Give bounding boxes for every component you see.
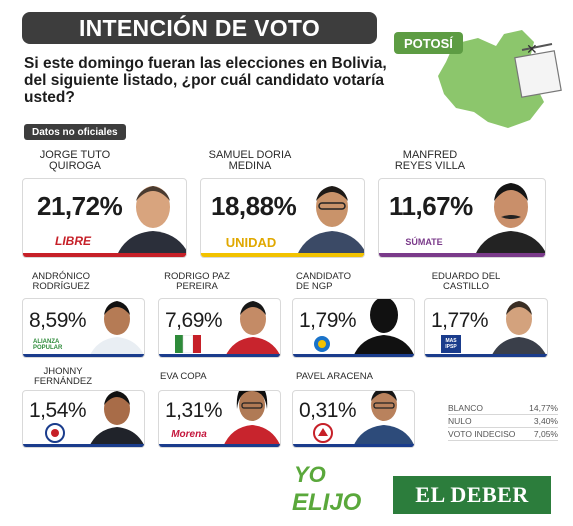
candidate-name: RODRIGO PAZ PEREIRA — [164, 271, 230, 292]
others-table: BLANCO 14,77% NULO 3,40% VOTO INDECISO 7,05… — [448, 402, 558, 441]
candidate-name: EDUARDO DEL CASTILLO — [431, 271, 501, 292]
candidate-card: 18,88% UNIDAD — [200, 178, 365, 258]
others-row-null: NULO 3,40% — [448, 416, 558, 428]
vote-percentage: 21,72% — [37, 191, 123, 221]
candidate-card: 1,77% MAS IPSP — [424, 298, 548, 358]
candidate-card: 1,54% — [22, 390, 145, 448]
candidate-card: 11,67% SÚMATE — [378, 178, 546, 258]
el-deber-logo: EL DEBER — [393, 476, 551, 514]
alianza-popular-logo: ALIANZA POPULAR — [33, 339, 63, 351]
party-stripe — [23, 444, 144, 447]
vote-percentage: 0,31% — [299, 399, 357, 422]
candidate-photo — [225, 301, 280, 357]
party-stripe — [379, 253, 545, 257]
party-stripe — [159, 444, 280, 447]
candidate-name: ANDRÓNICO RODRÍGUEZ — [31, 271, 91, 292]
party-stripe — [201, 253, 364, 257]
candidate-photo — [117, 186, 186, 255]
ucs-logo-icon — [45, 423, 65, 443]
unidad-logo: UNIDAD — [225, 234, 277, 250]
candidate-name: CANDIDATO DE NGP — [296, 271, 352, 292]
party-stripe — [293, 444, 414, 447]
candidate-name: MANFRED REYES VILLA — [394, 149, 466, 172]
vote-percentage: 18,88% — [211, 191, 297, 221]
ngp-logo-icon — [314, 336, 330, 352]
candidate-photo — [491, 301, 547, 357]
candidate-name: JHONNY FERNÁNDEZ — [33, 366, 93, 387]
svg-text:✕: ✕ — [526, 42, 538, 58]
candidate-photo — [89, 391, 144, 447]
vote-percentage: 11,67% — [389, 191, 473, 221]
others-row-blank: BLANCO 14,77% — [448, 403, 558, 415]
survey-question: Si este domingo fueran las elecciones en… — [24, 55, 387, 106]
candidate-photo — [475, 183, 545, 255]
candidate-card: 21,72% LIBRE — [22, 178, 187, 258]
vote-percentage: 1,54% — [29, 399, 87, 422]
candidate-card: 7,69% — [158, 298, 281, 358]
candidate-photo — [353, 391, 414, 447]
party-stripe — [23, 354, 144, 357]
candidate-photo — [89, 301, 144, 357]
vote-percentage: 1,79% — [299, 309, 357, 332]
potosi-map-icon: ✕ — [438, 30, 562, 128]
adn-logo-icon — [313, 423, 333, 443]
sumate-logo: SÚMATE — [405, 237, 443, 247]
libre-logo: LIBRE — [55, 234, 91, 248]
silhouette-icon — [353, 299, 414, 357]
candidate-name: JORGE TUTO QUIROGA — [39, 149, 111, 172]
svg-text:ELIJO: ELIJO — [292, 489, 362, 516]
page-title: INTENCIÓN DE VOTO — [22, 12, 377, 44]
candidate-card: 8,59% ALIANZA POPULAR — [22, 298, 145, 358]
party-stripe — [425, 354, 547, 357]
party-stripe — [293, 354, 414, 357]
candidate-photo — [223, 391, 280, 447]
candidate-card: 1,31% Morena — [158, 390, 281, 448]
vote-percentage: 8,59% — [29, 309, 87, 332]
mas-ipsp-logo: MAS IPSP — [441, 335, 461, 353]
svg-text:YO: YO — [294, 462, 326, 487]
vote-percentage: 1,77% — [431, 309, 489, 332]
candidate-name: EVA COPA — [160, 371, 207, 382]
pdc-logo-icon — [175, 335, 201, 353]
region-label: POTOSÍ — [394, 32, 463, 54]
yo-elijo-logo: YO ELIJO — [292, 462, 362, 516]
morena-logo: Morena — [171, 428, 207, 440]
party-stripe — [23, 253, 186, 257]
unofficial-badge: Datos no oficiales — [24, 124, 126, 140]
candidate-name: PAVEL ARACENA — [296, 371, 373, 382]
candidate-photo — [297, 186, 364, 255]
candidate-card: 0,31% — [292, 390, 415, 448]
candidate-name: SAMUEL DORIA MEDINA — [208, 149, 292, 172]
vote-percentage: 7,69% — [165, 309, 223, 332]
candidate-card: 1,79% — [292, 298, 415, 358]
party-stripe — [159, 354, 280, 357]
others-row-undecided: VOTO INDECISO 7,05% — [448, 429, 558, 441]
vote-percentage: 1,31% — [165, 399, 223, 422]
